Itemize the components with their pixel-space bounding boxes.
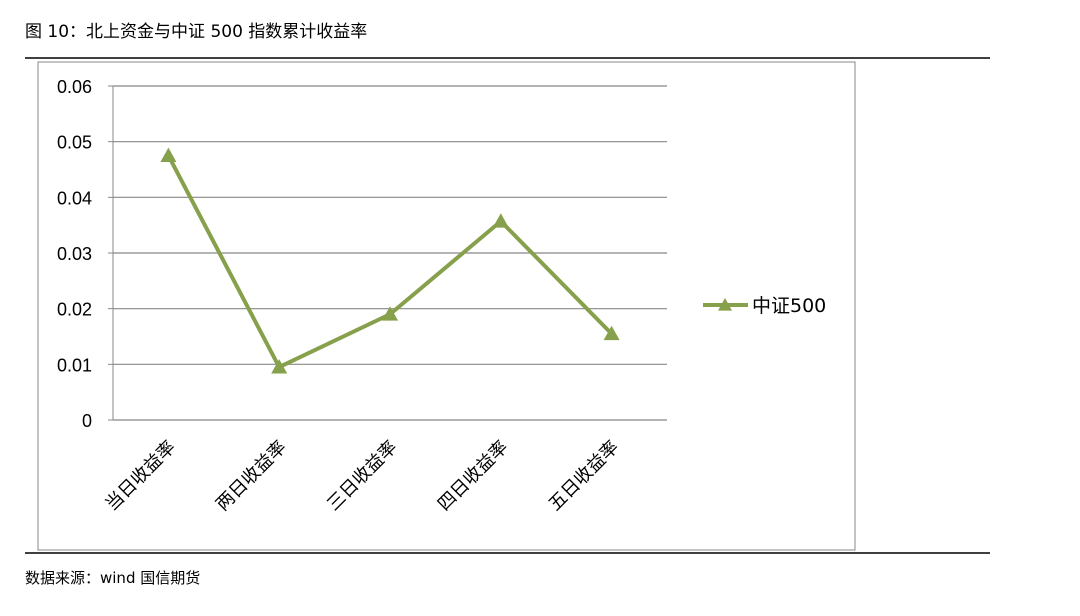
series-line (166, 154, 614, 370)
data-marker (603, 325, 620, 341)
y-tick-label: 0.02 (57, 300, 92, 320)
y-tick-label: 0 (82, 411, 92, 431)
source-note: 数据来源：wind 国信期货 (25, 569, 200, 587)
chart-frame (37, 61, 856, 551)
y-tick-label: 0.06 (57, 77, 92, 97)
x-tick-label: 当日收益率 (101, 437, 179, 515)
y-tick-label: 0.05 (57, 133, 92, 153)
y-tick-label: 0.04 (57, 188, 92, 208)
figure-title: 图 10：北上资金与中证 500 指数累计收益率 (25, 22, 367, 42)
x-tick-label: 三日收益率 (323, 437, 401, 515)
data-marker (492, 213, 509, 228)
data-marker (271, 359, 288, 374)
y-tick-label: 0.03 (57, 244, 92, 264)
x-tick-label: 两日收益率 (212, 437, 290, 515)
data-marker (160, 147, 177, 162)
x-tick-label: 四日收益率 (434, 437, 512, 515)
y-tick-label: 0.01 (57, 355, 92, 375)
x-tick-label: 五日收益率 (545, 437, 623, 515)
legend-marker (718, 298, 732, 311)
data-marker (382, 306, 398, 321)
legend-label: 中证500 (752, 295, 826, 317)
